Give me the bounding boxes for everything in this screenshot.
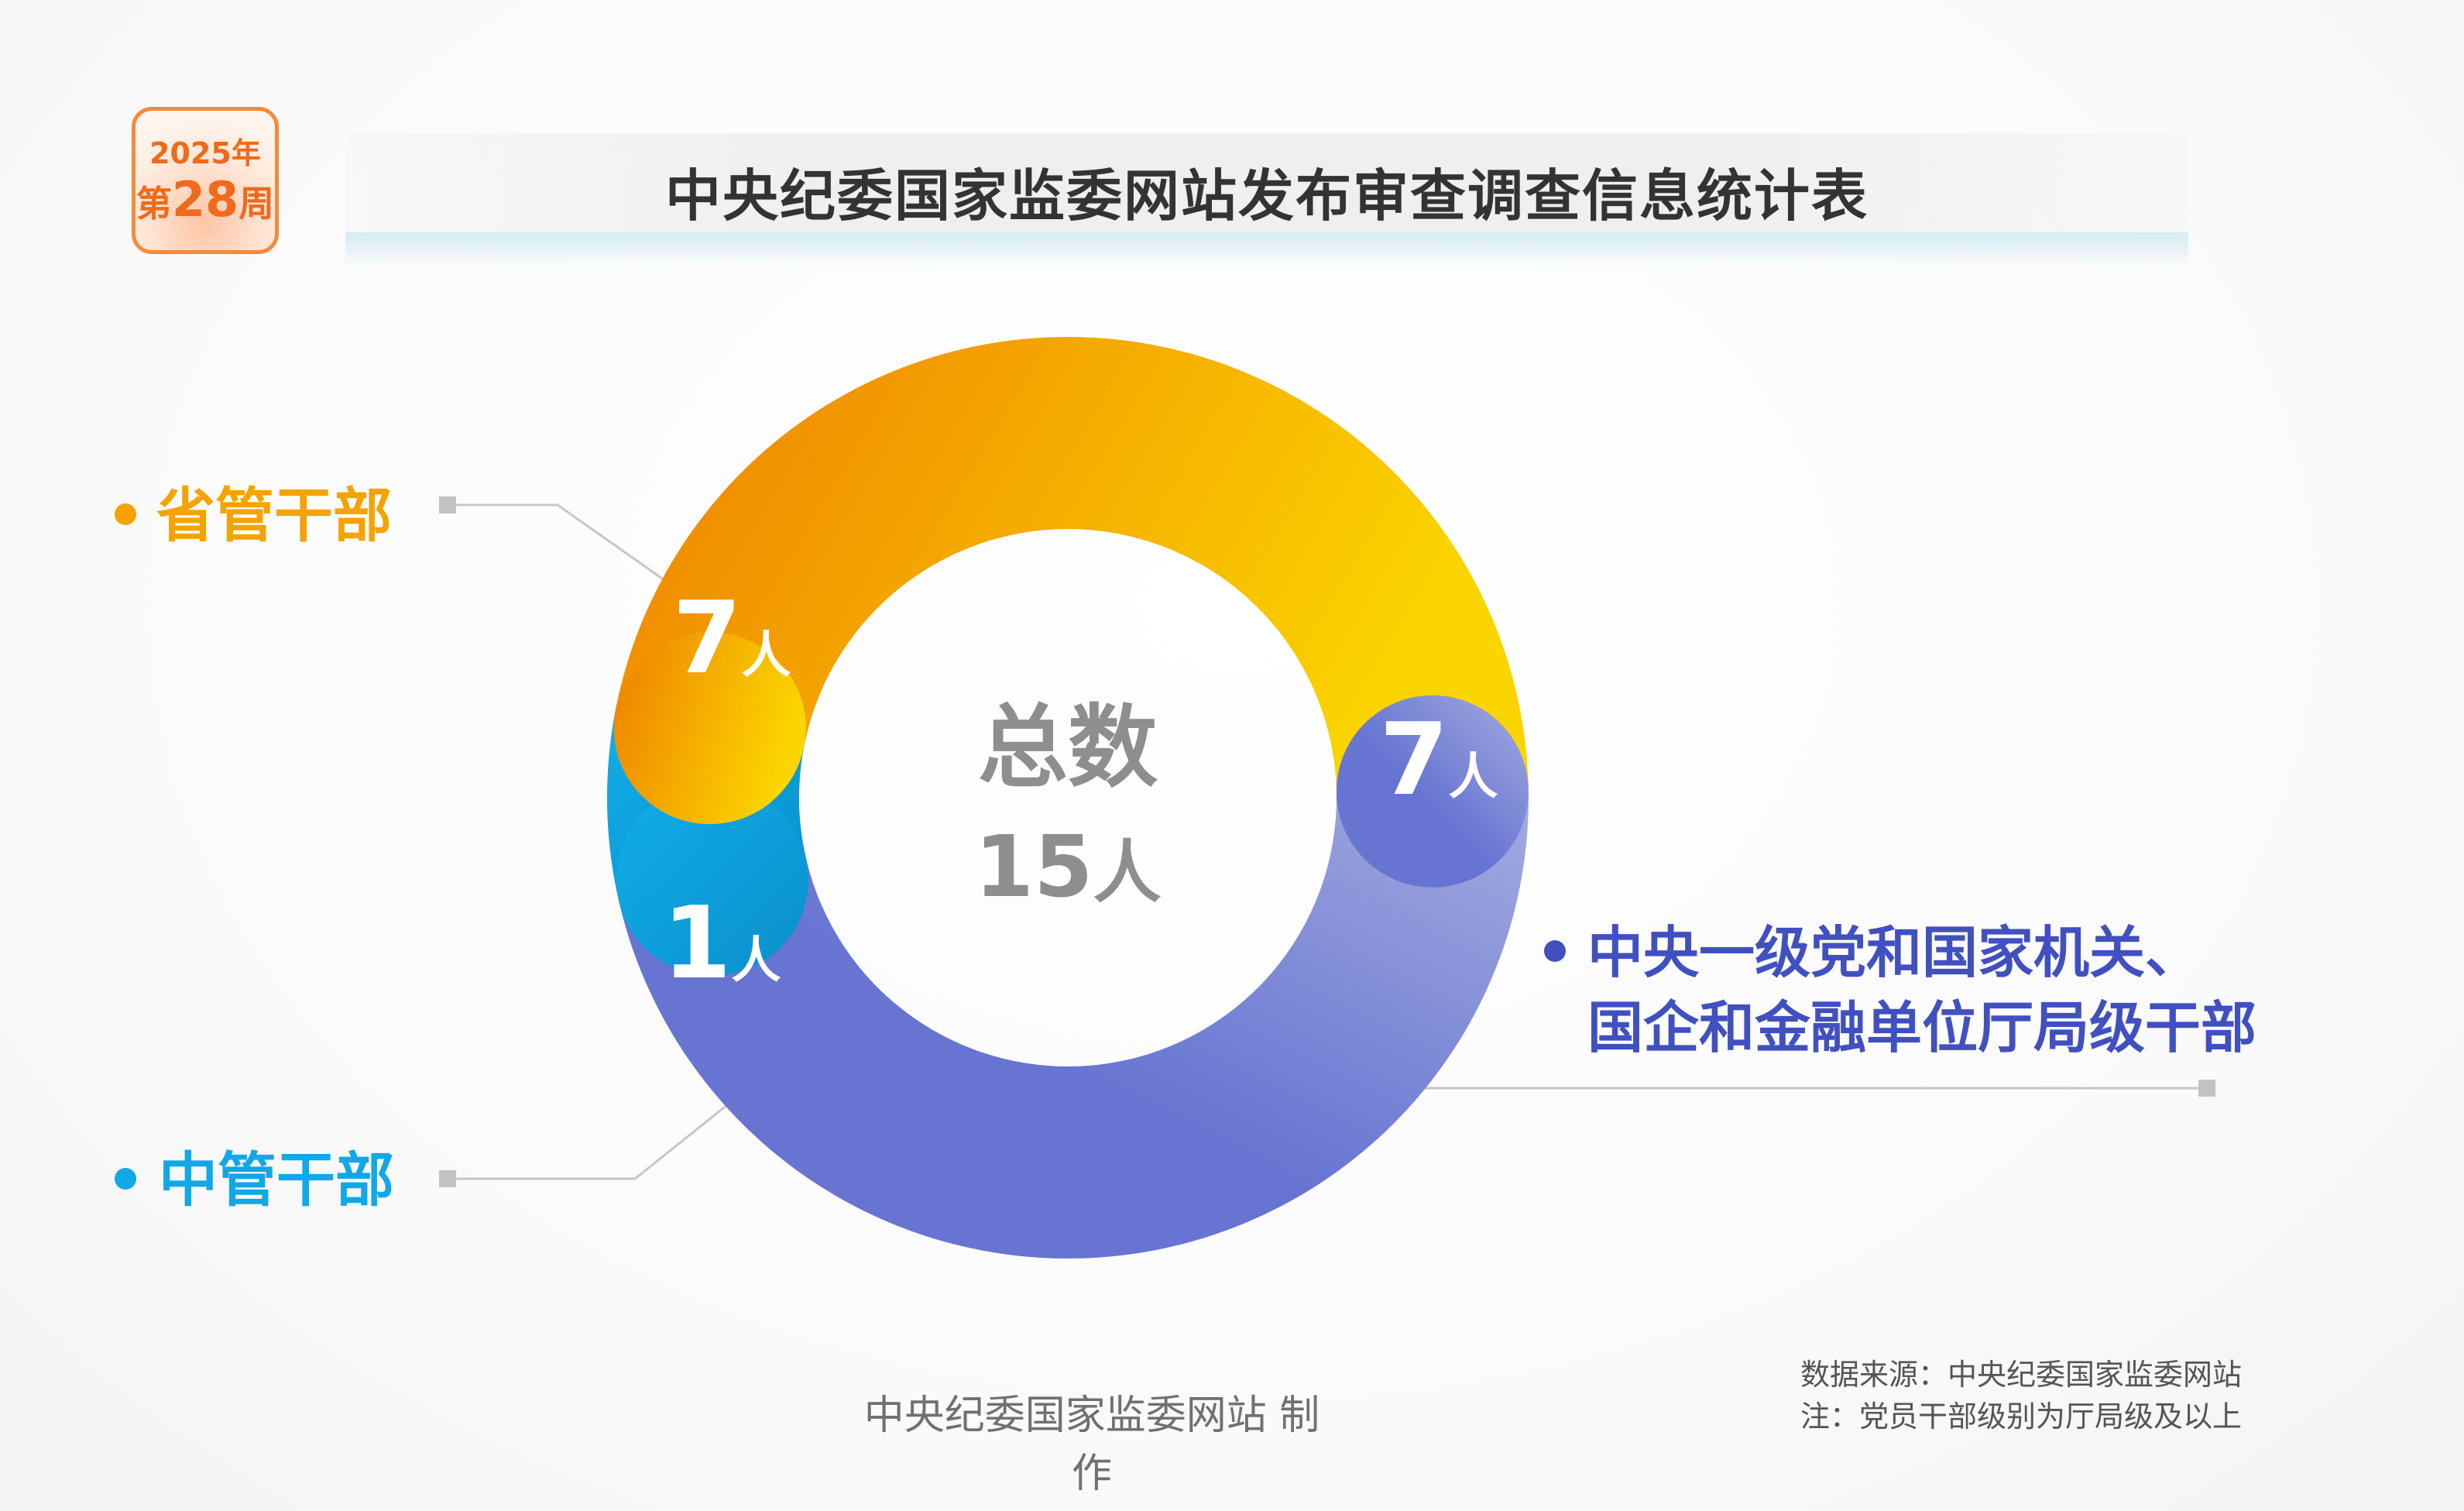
leader-line-provincial	[448, 503, 694, 602]
leader-end-marker	[2198, 1080, 2215, 1097]
footnotes: 数据来源：中央纪委国家监委网站 注：党员干部级别为厅局级及以上	[1800, 1354, 2242, 1437]
level-note: 注：党员干部级别为厅局级及以上	[1800, 1399, 2243, 1434]
page-title: 中央纪委国家监委网站发布审查调查信息统计表	[664, 163, 1869, 228]
week-badge: 2025年 第28周	[132, 107, 279, 254]
center-total: 15人	[974, 817, 1161, 916]
center-title: 总数	[978, 695, 1158, 800]
leader-end-marker	[439, 1170, 456, 1187]
leader-line-central-organ	[448, 1090, 744, 1180]
legend-dot-provincial	[115, 503, 136, 525]
center-label: 总数 15人	[974, 695, 1161, 916]
slice-central-organ	[618, 789, 1529, 1259]
cap-central-organ	[1336, 695, 1529, 888]
legend-label-central-organ: 国企和金融单位厅局级干部	[1587, 995, 2256, 1060]
value-labels: 7人 7人 1人	[662, 581, 1498, 1001]
slice-provincial	[615, 337, 1529, 795]
slice-caps	[613, 632, 1529, 976]
legend-label-central-managed: 中管干部	[159, 1145, 394, 1214]
legend-label-provincial: 省管干部	[156, 481, 392, 550]
week-number-label: 第28周	[136, 171, 275, 228]
leader-lines	[439, 496, 2215, 1187]
legend-dot-central-organ	[1544, 940, 1566, 962]
data-source-note: 数据来源：中央纪委国家监委网站	[1800, 1358, 2243, 1392]
cap-provincial	[613, 632, 806, 825]
cap-central-managed	[616, 783, 809, 976]
leader-end-marker	[439, 496, 456, 513]
value-label-central-managed: 1人	[662, 886, 781, 1001]
legend-dot-central-managed	[115, 1168, 136, 1190]
maker-credit: 中央纪委国家监委网站 制作	[863, 1393, 1320, 1497]
value-label-provincial: 7人	[672, 581, 791, 696]
legend-label-central-organ: 中央一级党和国家机关、	[1587, 920, 2201, 985]
value-label-central-organ: 7人	[1379, 702, 1498, 818]
title-bar: 中央纪委国家监委网站发布审查调查信息统计表	[345, 133, 2188, 266]
week-year: 2025年	[149, 136, 261, 170]
